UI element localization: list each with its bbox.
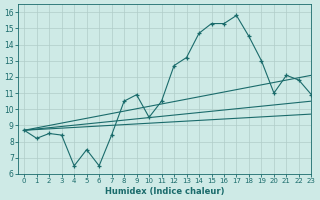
X-axis label: Humidex (Indice chaleur): Humidex (Indice chaleur) — [105, 187, 224, 196]
